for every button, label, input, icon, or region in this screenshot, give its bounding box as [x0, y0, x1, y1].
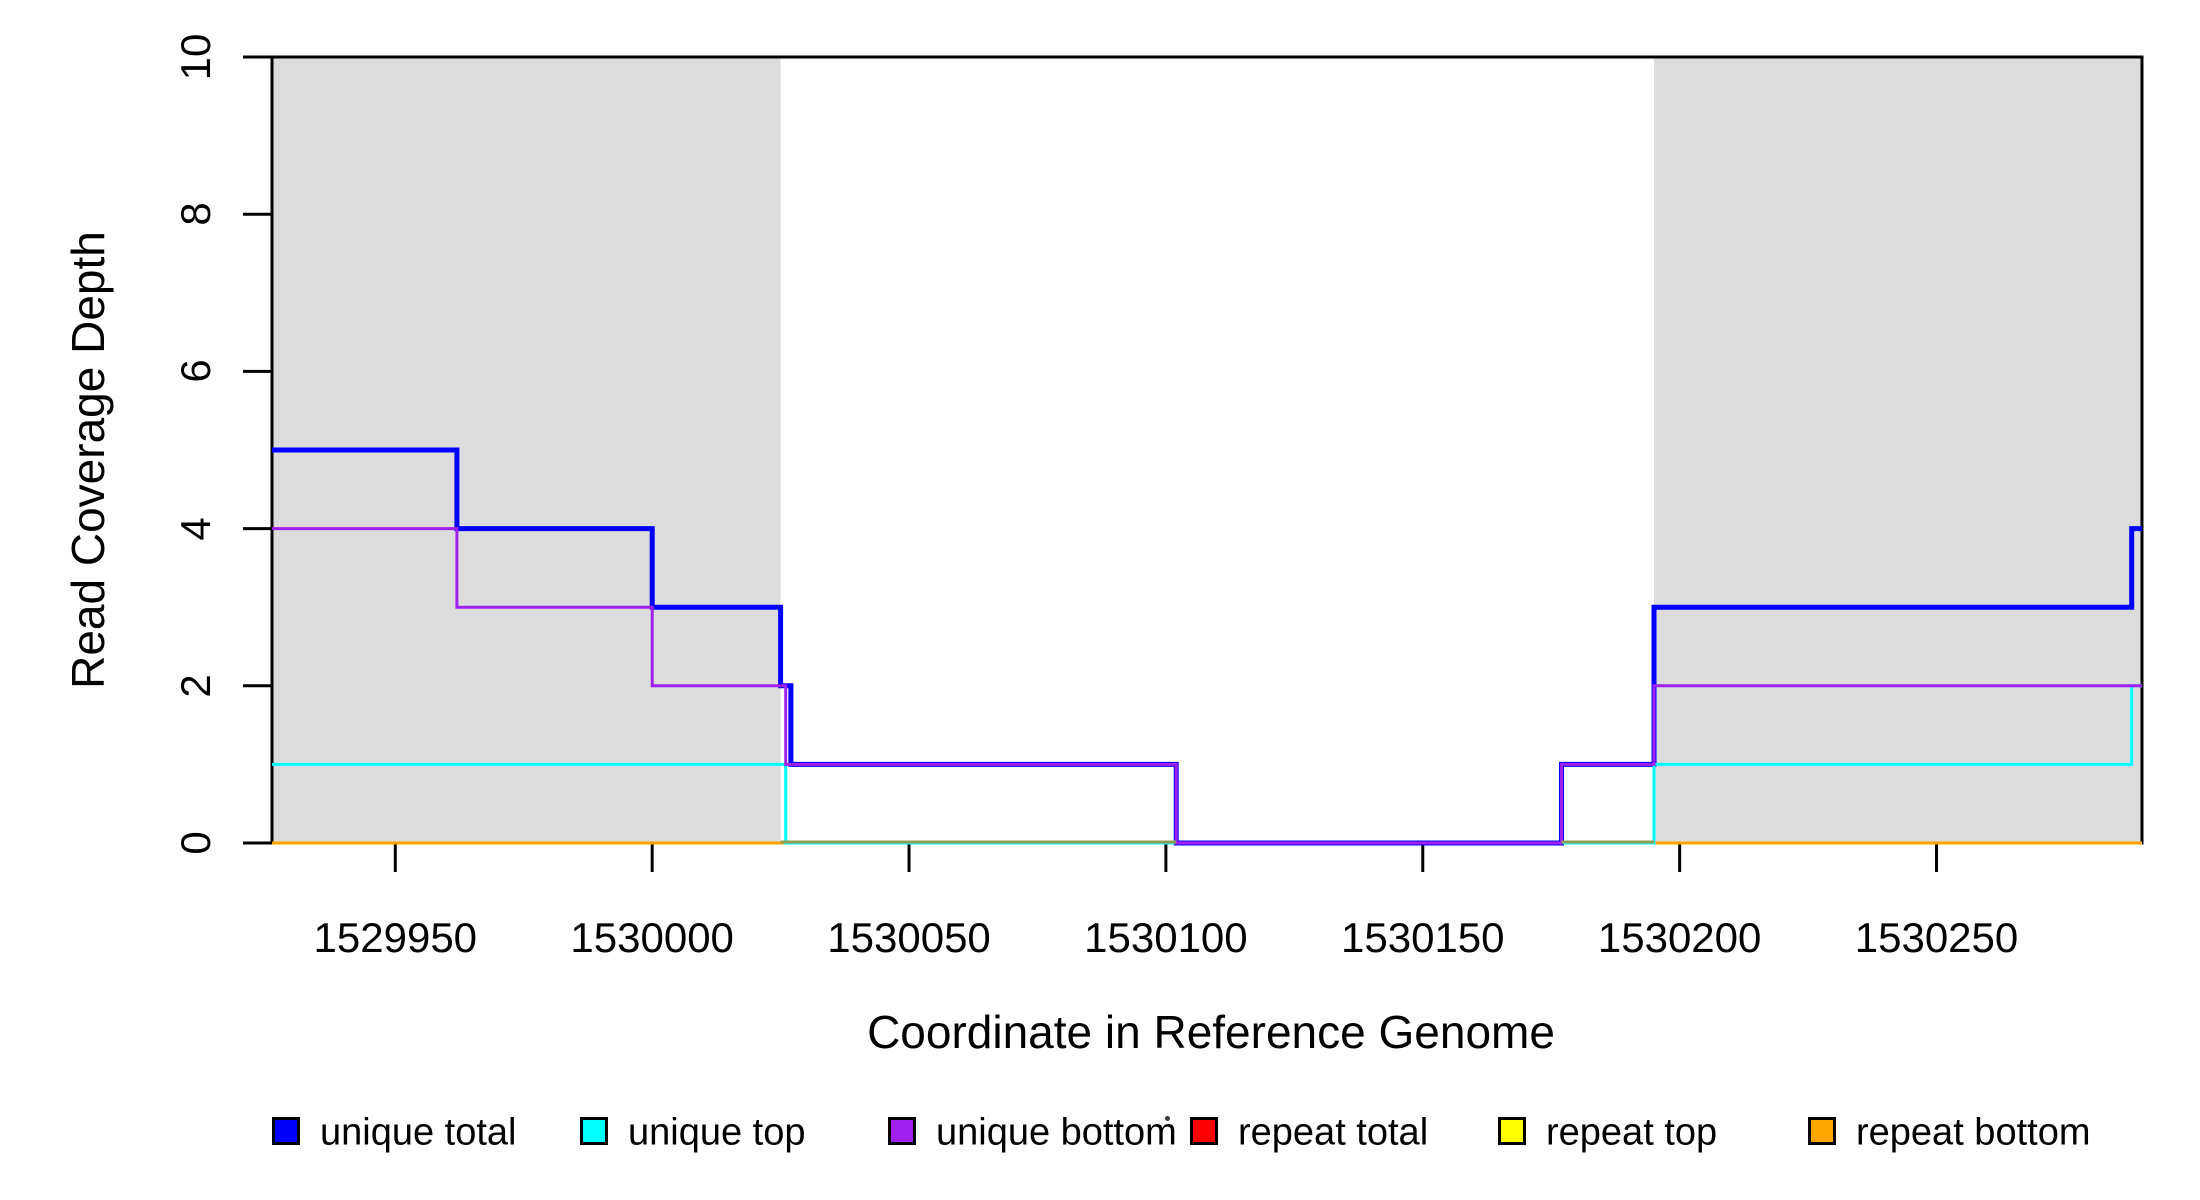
legend-swatch-unique-total — [272, 1117, 300, 1145]
legend-label: repeat bottom — [1856, 1111, 2091, 1154]
y-tick-label: 10 — [172, 33, 219, 81]
legend-swatch-unique-bottom — [888, 1117, 916, 1145]
x-tick-label: 1530050 — [827, 914, 991, 961]
legend-label: unique total — [320, 1111, 517, 1154]
x-tick-label: 1530000 — [570, 914, 734, 961]
legend-swatch-unique-top — [580, 1117, 608, 1145]
y-tick-label: 4 — [172, 516, 219, 541]
y-tick-label: 0 — [172, 831, 219, 855]
legend-swatch-repeat-bottom — [1808, 1117, 1836, 1145]
shaded-region — [1653, 57, 2142, 843]
legend-swatch-repeat-total — [1190, 1117, 1218, 1145]
series-line-unique-top — [272, 684, 2142, 845]
y-tick-label: 6 — [172, 359, 219, 384]
y-tick-label: 8 — [172, 202, 219, 226]
stray-dot-artifact — [1165, 1116, 1170, 1121]
x-tick-label: 1530100 — [1084, 914, 1248, 961]
legend-swatch-repeat-top — [1498, 1117, 1526, 1145]
legend-label: unique top — [628, 1111, 806, 1154]
y-axis-title: Read Coverage Depth — [62, 231, 114, 689]
series-line-unique-bottom — [272, 527, 2142, 845]
legend-label: repeat top — [1546, 1111, 1718, 1154]
x-tick-label: 1530250 — [1854, 914, 2019, 961]
x-tick-label: 1529950 — [313, 914, 478, 961]
x-tick-label: 1530150 — [1341, 914, 1505, 961]
legend-label: unique bottom — [936, 1111, 1177, 1154]
legend-label: repeat total — [1238, 1111, 1429, 1154]
x-tick-label: 1530200 — [1597, 914, 1762, 961]
y-tick-label: 2 — [172, 674, 219, 698]
x-axis-title: Coordinate in Reference Genome — [867, 1006, 1555, 1058]
